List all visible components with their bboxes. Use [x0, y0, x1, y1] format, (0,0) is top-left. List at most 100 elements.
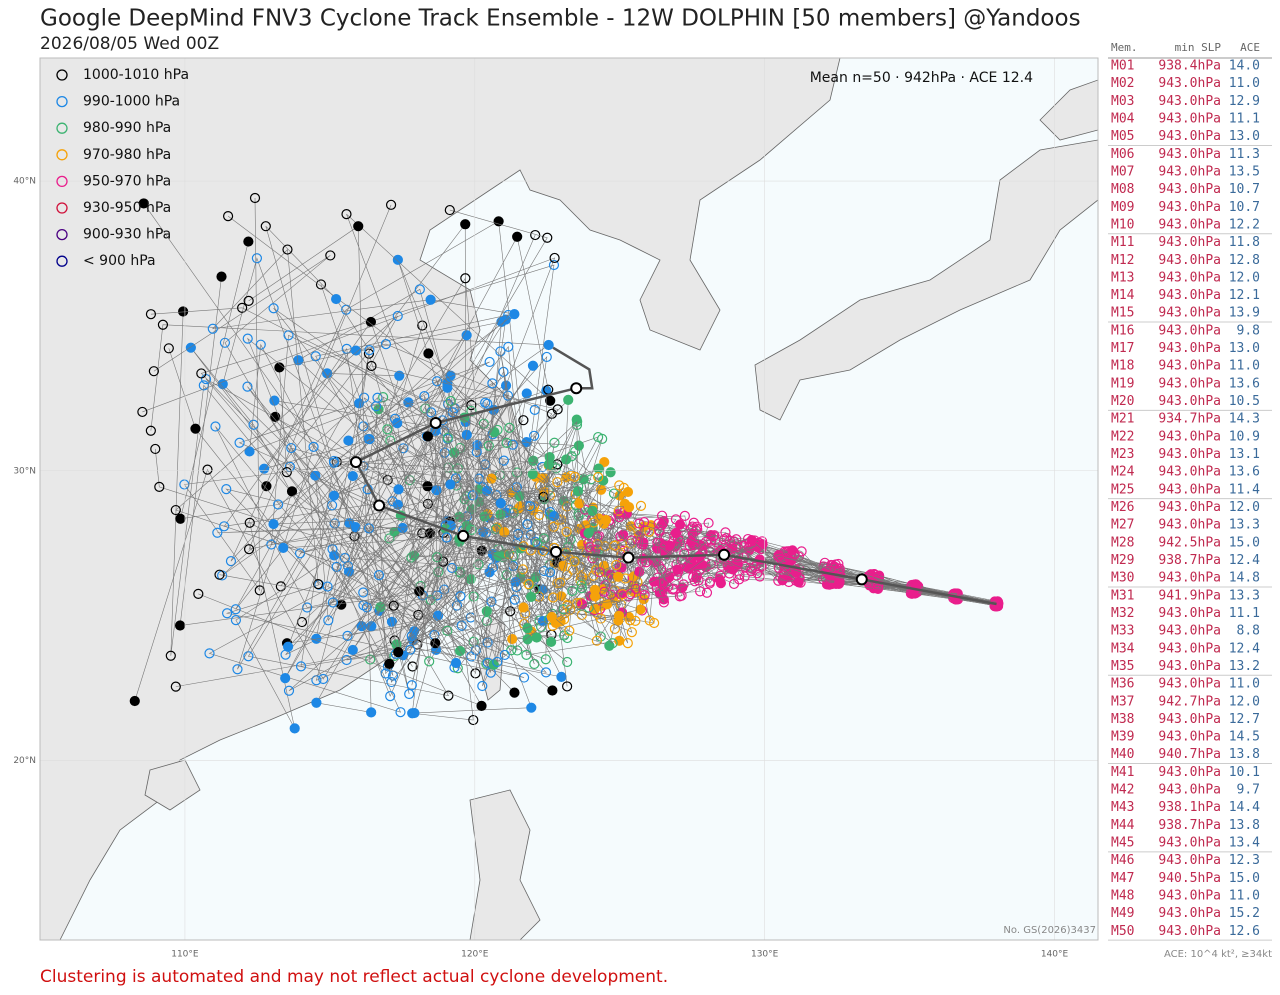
table-cell: M49 [1111, 906, 1134, 921]
member-point [295, 661, 307, 672]
table-cell: M21 [1111, 412, 1134, 427]
member-point [442, 382, 453, 393]
member-point [611, 559, 622, 571]
member-point [450, 657, 462, 669]
member-track [219, 410, 997, 686]
member-point [518, 672, 530, 683]
member-point [572, 597, 583, 609]
member-point [163, 343, 174, 354]
table-cell: 13.5 [1229, 164, 1260, 179]
member-point [204, 648, 215, 659]
member-point [466, 400, 477, 411]
member-point [521, 388, 532, 399]
mean-point [429, 416, 442, 429]
member-point [268, 518, 279, 530]
member-point [829, 563, 840, 574]
member-point [549, 252, 560, 264]
member-point [222, 211, 234, 222]
table-cell: 943.0hPa [1158, 659, 1221, 674]
member-point [522, 623, 533, 634]
member-point [467, 490, 478, 501]
table-cell: M37 [1111, 694, 1134, 709]
member-point [588, 570, 599, 581]
table-cell: 12.4 [1229, 641, 1260, 656]
member-point [833, 578, 844, 590]
member-point [670, 514, 681, 525]
member-point [248, 419, 259, 430]
member-point [129, 695, 140, 707]
member-point [693, 575, 704, 586]
member-point [644, 615, 655, 626]
member-point [419, 390, 430, 402]
legend-label: 990-1000 hPa [83, 94, 180, 110]
member-point [175, 513, 186, 524]
table-cell: M26 [1111, 500, 1134, 515]
table-cell: M14 [1111, 288, 1135, 303]
table-cell: 943.0hPa [1158, 624, 1221, 639]
member-point [460, 273, 471, 284]
member-point [214, 569, 225, 580]
member-point [445, 479, 456, 490]
member-point [638, 584, 649, 595]
table-cell: 943.0hPa [1158, 712, 1221, 727]
member-point [341, 209, 352, 220]
member-point [544, 567, 556, 578]
member-point [521, 649, 532, 660]
lat-label: 20°N [13, 756, 36, 766]
member-point [366, 707, 377, 718]
member-point [366, 360, 377, 372]
table-cell: 943.0hPa [1158, 200, 1221, 215]
table-cell: 9.7 [1237, 783, 1260, 798]
table-cell: 14.8 [1229, 571, 1260, 586]
member-point [392, 254, 403, 265]
member-point [635, 604, 646, 615]
table-cell: M15 [1111, 306, 1134, 321]
member-point [544, 506, 556, 518]
table-cell: M28 [1111, 535, 1134, 550]
table-cell: 15.2 [1229, 906, 1260, 921]
member-table: Mem. min SLP ACE M01 938.4hPa 14.0 M02 943.0hPa… [1108, 41, 1272, 941]
lon-label: 140°E [1041, 950, 1069, 960]
member-point [394, 370, 405, 381]
member-point [202, 464, 213, 475]
member-point [614, 480, 625, 491]
member-point [193, 588, 204, 599]
table-cell: 15.0 [1229, 535, 1260, 550]
table-header: ACE [1240, 41, 1260, 54]
table-cell: 941.9hPa [1158, 588, 1221, 603]
title: Google DeepMind FNV3 Cyclone Track Ensem… [40, 6, 1081, 32]
table-cell: M13 [1111, 270, 1134, 285]
table-cell: 943.0hPa [1158, 111, 1221, 126]
table-cell: M31 [1111, 588, 1134, 603]
member-point [310, 351, 321, 362]
table-cell: 13.8 [1229, 747, 1260, 762]
member-point [783, 576, 794, 588]
member-point [547, 685, 558, 696]
member-point [219, 521, 230, 532]
member-point [210, 421, 221, 432]
table-cell: 12.3 [1229, 853, 1260, 868]
member-track [175, 347, 996, 687]
table-cell: 12.7 [1229, 712, 1260, 727]
table-cell: M40 [1111, 747, 1134, 762]
legend-label: 900-930 hPa [83, 227, 171, 243]
table-cell: M18 [1111, 359, 1134, 374]
member-point [548, 259, 560, 271]
legend-marker [56, 228, 68, 241]
table-cell: 943.0hPa [1158, 518, 1221, 533]
member-point [385, 691, 396, 702]
table-cell: 943.0hPa [1158, 306, 1221, 321]
member-point [243, 651, 254, 662]
member-point [145, 309, 157, 320]
table-cell: 943.0hPa [1158, 482, 1221, 497]
member-point [311, 697, 322, 708]
member-point [527, 469, 538, 480]
legend-label: 1000-1010 hPa [83, 67, 189, 83]
member-point [225, 556, 237, 567]
member-point [704, 576, 716, 587]
member-point [512, 231, 523, 242]
member-point [322, 581, 333, 592]
table-cell: 13.0 [1229, 341, 1260, 356]
member-point [425, 294, 436, 305]
member-point [278, 542, 289, 554]
